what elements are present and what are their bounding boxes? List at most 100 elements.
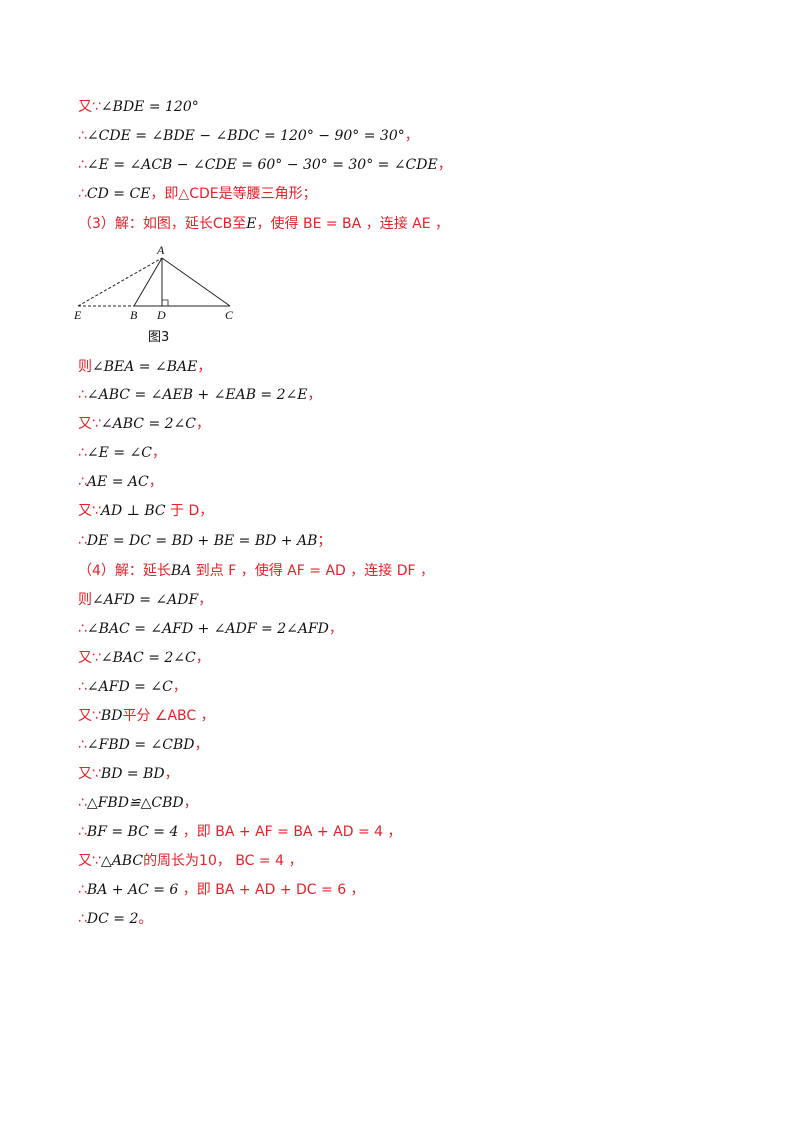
line-prefix: 又∵: [78, 853, 101, 869]
label-d: D: [156, 308, 166, 322]
line-math: ∠BEA = ∠BAE: [92, 359, 198, 375]
segment-ae: [77, 257, 163, 307]
line-math: AD ⊥ BC: [100, 503, 166, 519]
label-a: A: [156, 244, 165, 257]
line-suffix: ，: [164, 766, 179, 782]
line-suffix: 于 D，: [165, 503, 214, 519]
proof-line-4: ∴CD = CE，即△CDE是等腰三角形；: [78, 185, 317, 203]
line-suffix: ，: [148, 474, 163, 490]
line-prefix: ∴: [78, 882, 87, 898]
proof-line-6: 则∠BEA = ∠BAE，: [78, 358, 211, 376]
label-e: E: [73, 308, 82, 322]
line-math: ∠BAC = ∠AFD + ∠ADF = 2∠AFD: [86, 621, 329, 637]
line-suffix: ，: [404, 128, 419, 144]
line-prefix: （4）解：延长: [78, 563, 171, 579]
line-suffix: 平分 ∠ABC ，: [122, 708, 215, 724]
proof-line-13: （4）解：延长BA 到点 F ，使得 AF = AD ，连接 DF ，: [78, 562, 434, 580]
line-math: ∠E = ∠ACB − ∠CDE = 60° − 30° = 30° = ∠CD…: [86, 157, 438, 173]
line-math: DC = 2: [86, 911, 139, 927]
line-math: DE = DC = BD + BE = BD + AB: [86, 533, 318, 549]
proof-line-8: 又∵∠ABC = 2∠C，: [78, 415, 210, 433]
line-suffix: ，: [307, 387, 322, 403]
line-prefix: 又∵: [78, 503, 101, 519]
proof-line-24: ∴BA + AC = 6 ，即 BA + AD + DC = 6 ，: [78, 881, 365, 899]
proof-line-3: ∴∠E = ∠ACB − ∠CDE = 60° − 30° = 30° = ∠C…: [78, 156, 452, 174]
proof-line-10: ∴AE = AC，: [78, 473, 163, 491]
line-suffix: ；: [317, 533, 332, 549]
line-math: BA: [170, 563, 192, 579]
line-suffix: ，: [328, 621, 343, 637]
line-suffix: 的周长为10， BC = 4 ，: [143, 853, 303, 869]
line-prefix: 又∵: [78, 99, 101, 115]
proof-line-9: ∴∠E = ∠C，: [78, 444, 166, 462]
proof-line-5: （3）解：如图，延长CB至E，使得 BE = BA ，连接 AE ，: [78, 215, 449, 233]
proof-line-18: 又∵BD平分 ∠ABC ，: [78, 707, 215, 725]
line-suffix: ，: [196, 416, 211, 432]
proof-line-7: ∴∠ABC = ∠AEB + ∠EAB = 2∠E，: [78, 386, 321, 404]
line-math: BD = BD: [100, 766, 165, 782]
line-suffix: ，: [195, 650, 210, 666]
line-math: BD: [100, 708, 123, 724]
line-prefix: ∴: [78, 157, 87, 173]
line-suffix: ，: [197, 359, 212, 375]
line-suffix: ，即 BA + AF = BA + AD = 4 ，: [178, 824, 402, 840]
line-math: ∠AFD = ∠ADF: [92, 592, 199, 608]
proof-line-2: ∴∠CDE = ∠BDE − ∠BDC = 120° − 90° = 30°，: [78, 127, 419, 145]
proof-line-17: ∴∠AFD = ∠C，: [78, 678, 187, 696]
line-math: △FBD≌△CBD: [86, 795, 184, 811]
proof-line-25: ∴DC = 2。: [78, 910, 152, 928]
line-prefix: ∴: [78, 186, 87, 202]
line-math: ∠ABC = 2∠C: [100, 416, 197, 432]
proof-line-19: ∴∠FBD = ∠CBD，: [78, 736, 208, 754]
proof-line-12: ∴DE = DC = BD + BE = BD + AB；: [78, 532, 331, 550]
proof-line-14: 则∠AFD = ∠ADF，: [78, 591, 212, 609]
proof-line-16: 又∵∠BAC = 2∠C，: [78, 649, 210, 667]
figure-caption: 图3: [148, 330, 170, 345]
line-prefix: 又∵: [78, 650, 101, 666]
segment-ac: [161, 257, 231, 307]
proof-line-15: ∴∠BAC = ∠AFD + ∠ADF = 2∠AFD，: [78, 620, 343, 638]
line-prefix: ∴: [78, 128, 87, 144]
line-math: ∠BDE = 120°: [100, 99, 199, 115]
proof-line-11: 又∵AD ⊥ BC 于 D，: [78, 502, 213, 520]
line-prefix: ∴: [78, 679, 87, 695]
proof-line-20: 又∵BD = BD，: [78, 765, 179, 783]
line-suffix: ，: [194, 737, 209, 753]
line-suffix: ，: [183, 795, 198, 811]
line-prefix: ∴: [78, 824, 87, 840]
line-math: ∠AFD = ∠C: [86, 679, 173, 695]
line-suffix: ，: [172, 679, 187, 695]
line-prefix: ∴: [78, 621, 87, 637]
proof-line-23: 又∵△ABC的周长为10， BC = 4 ，: [78, 852, 302, 870]
line-suffix: 到点 F ，使得 AF = AD ，连接 DF ，: [191, 563, 434, 579]
segment-ab: [133, 257, 163, 307]
line-math: ∠ABC = ∠AEB + ∠EAB = 2∠E: [86, 387, 308, 403]
triangle-figure: A E B D C: [72, 244, 242, 344]
line-prefix: ∴: [78, 474, 87, 490]
line-suffix: ，即 BA + AD + DC = 6 ，: [178, 882, 365, 898]
line-math: ∠FBD = ∠CBD: [86, 737, 195, 753]
label-b: B: [130, 308, 138, 322]
line-math: ∠BAC = 2∠C: [100, 650, 196, 666]
line-suffix: ，: [151, 445, 166, 461]
line-suffix: ，: [437, 157, 452, 173]
proof-line-1: 又∵∠BDE = 120°: [78, 98, 199, 116]
line-prefix: ∴: [78, 795, 87, 811]
line-math: AE = AC: [86, 474, 149, 490]
line-math: ∠E = ∠C: [86, 445, 152, 461]
line-prefix: 则: [78, 592, 92, 608]
line-math: E: [246, 216, 257, 232]
line-prefix: 则: [78, 359, 92, 375]
line-prefix: 又∵: [78, 708, 101, 724]
label-c: C: [225, 308, 234, 322]
line-prefix: ∴: [78, 387, 87, 403]
proof-line-22: ∴BF = BC = 4 ，即 BA + AF = BA + AD = 4 ，: [78, 823, 402, 841]
line-math: CD = CE: [86, 186, 151, 202]
line-math: BA + AC = 6: [86, 882, 179, 898]
line-suffix: ，使得 BE = BA ，连接 AE ，: [256, 216, 450, 232]
line-prefix: 又∵: [78, 766, 101, 782]
right-angle-mark: [162, 299, 169, 306]
line-prefix: ∴: [78, 911, 87, 927]
line-suffix: 。: [138, 911, 153, 927]
proof-line-21: ∴△FBD≌△CBD，: [78, 794, 198, 812]
